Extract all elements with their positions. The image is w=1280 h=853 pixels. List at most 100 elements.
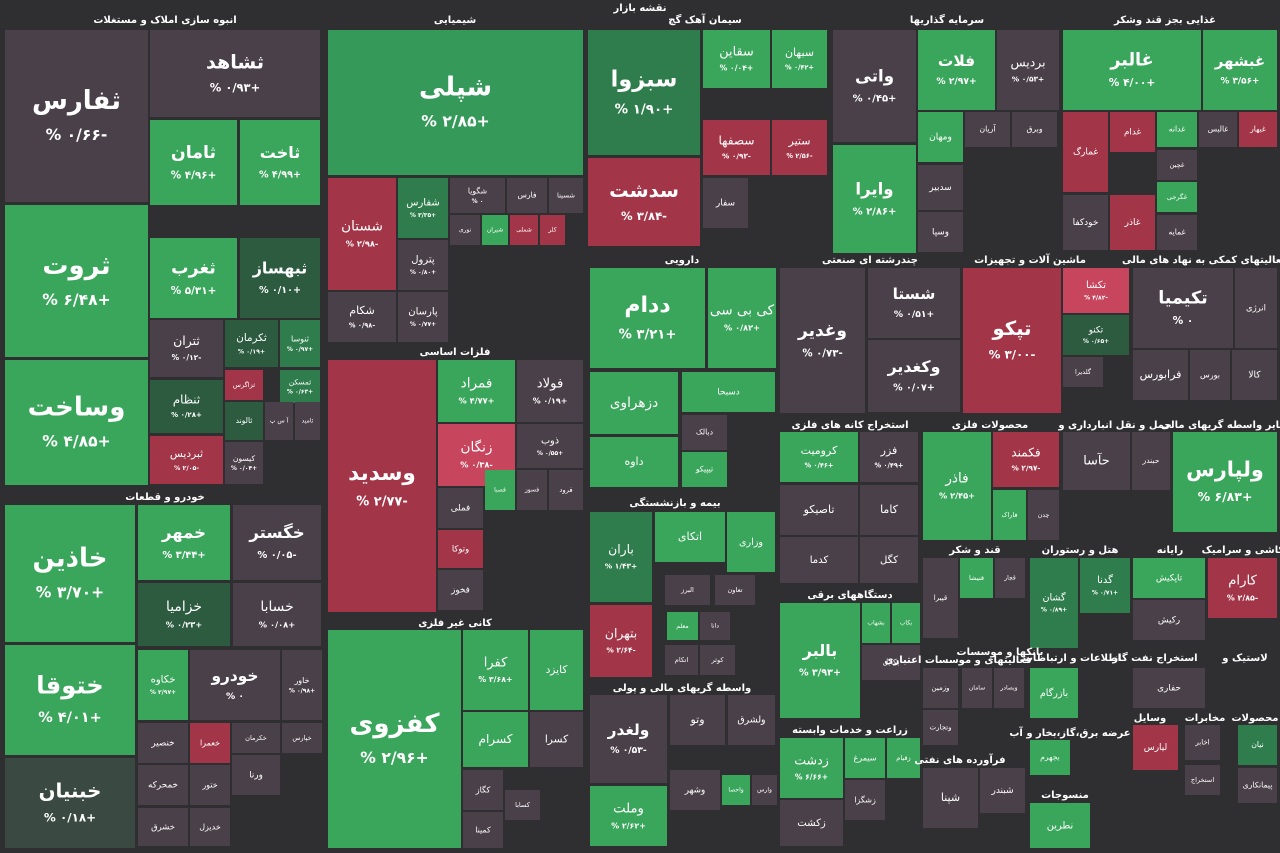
stock-tile[interactable]: کارام -۲/۸۵ % [1208, 558, 1277, 618]
stock-tile[interactable]: خزامیا +۰/۲۳ % [138, 583, 230, 646]
stock-tile[interactable]: فاذر +۲/۴۵ % [923, 432, 991, 540]
stock-tile[interactable]: خکرمان [232, 723, 280, 753]
stock-tile[interactable]: بجهرم [1030, 740, 1070, 775]
stock-tile[interactable]: فکمند -۲/۹۷ % [993, 432, 1059, 487]
stock-tile[interactable]: گلدیرا [1063, 357, 1103, 387]
stock-tile[interactable]: غبشهر +۳/۵۶ % [1203, 30, 1277, 110]
stock-tile[interactable]: ولپارس +۶/۸۳ % [1173, 432, 1277, 532]
stock-tile[interactable]: غدام [1110, 112, 1155, 152]
stock-tile[interactable]: رکیش [1133, 600, 1205, 640]
stock-tile[interactable]: غالبر +۴/۰۰ % [1063, 30, 1201, 110]
stock-tile[interactable]: کلر [540, 215, 565, 245]
stock-tile[interactable]: بورس [1190, 350, 1230, 400]
stock-tile[interactable]: چدن [1028, 490, 1059, 540]
stock-tile[interactable]: نیان [1238, 725, 1277, 765]
stock-tile[interactable]: زشگزا [845, 780, 885, 820]
stock-tile[interactable]: ورنا [232, 755, 280, 795]
stock-tile[interactable]: شسینا [549, 178, 583, 213]
stock-tile[interactable]: شبندر [980, 768, 1025, 813]
stock-tile[interactable]: تیپیکو [682, 452, 727, 487]
stock-tile[interactable]: دانا [700, 612, 730, 640]
stock-tile[interactable]: ثنظام +۰/۲۸ % [150, 380, 223, 433]
stock-tile[interactable]: استخراج [1185, 765, 1220, 795]
stock-tile[interactable]: شملی [510, 215, 538, 245]
stock-tile[interactable]: غگرجی [1157, 182, 1197, 212]
stock-tile[interactable]: سفار [703, 178, 748, 228]
stock-tile[interactable]: تکشا -۴/۸۲ % [1063, 268, 1129, 313]
stock-tile[interactable]: خشرق [138, 808, 188, 846]
stock-tile[interactable]: سیمرغ [845, 738, 885, 778]
stock-tile[interactable]: تکیمیا ۰ % [1133, 268, 1233, 348]
stock-tile[interactable]: خودرو ۰ % [190, 650, 280, 720]
stock-tile[interactable]: داوه [590, 437, 678, 487]
stock-tile[interactable]: بالبر +۳/۹۳ % [780, 603, 860, 718]
stock-tile[interactable]: شیران [482, 215, 508, 245]
stock-tile[interactable]: انرژی [1235, 268, 1277, 348]
stock-tile[interactable]: فمراد +۴/۷۷ % [438, 360, 515, 422]
stock-tile[interactable]: خگستر -۰/۰۵ % [233, 505, 321, 580]
stock-tile[interactable]: ثغرب +۵/۳۱ % [150, 238, 237, 318]
stock-tile[interactable]: ختور [190, 765, 230, 805]
stock-tile[interactable]: بکابل [862, 645, 920, 680]
stock-tile[interactable]: فسوز [517, 470, 547, 510]
stock-tile[interactable]: سدشت -۳/۸۴ % [588, 158, 700, 246]
stock-tile[interactable]: واحصا [722, 775, 750, 805]
stock-tile[interactable]: قچار [995, 558, 1025, 598]
stock-tile[interactable]: ولشرق [728, 695, 775, 745]
stock-tile[interactable]: خعمرا [190, 723, 230, 763]
stock-tile[interactable]: آریان [965, 112, 1010, 147]
stock-tile[interactable]: ثبهساز +۰/۱۰ % [240, 238, 320, 318]
stock-tile[interactable]: پارسان +۰/۷۷ % [398, 292, 448, 342]
stock-tile[interactable]: باران +۱/۴۳ % [590, 512, 652, 602]
stock-tile[interactable]: ذوب +۰/۵۵ % [517, 424, 583, 468]
stock-tile[interactable]: زکشت [780, 800, 843, 846]
stock-tile[interactable]: نوری [450, 215, 480, 245]
stock-tile[interactable]: البرز [665, 575, 710, 605]
stock-tile[interactable]: غمایه [1157, 215, 1197, 250]
stock-tile[interactable]: فرود [549, 470, 583, 510]
stock-tile[interactable]: ثشاهد +۰/۹۳ % [150, 30, 320, 117]
stock-tile[interactable]: گشان +۰/۸۹ % [1030, 558, 1078, 648]
stock-tile[interactable]: ددام +۳/۲۱ % [590, 268, 705, 368]
stock-tile[interactable]: سدبیر [918, 165, 963, 210]
stock-tile[interactable]: فرابورس [1133, 350, 1188, 400]
stock-tile[interactable]: تکنو +۰/۶۵ % [1063, 315, 1129, 355]
stock-tile[interactable]: وتو [670, 695, 725, 745]
stock-tile[interactable]: تاصیکو [780, 485, 858, 535]
stock-tile[interactable]: کیسون +۰/۰۴ % [225, 442, 263, 484]
stock-tile[interactable]: ستیر -۲/۵۶ % [772, 120, 827, 175]
stock-tile[interactable]: تپکو -۳/۰۰ % [963, 268, 1061, 413]
stock-tile[interactable]: کفزوی +۲/۹۶ % [328, 630, 461, 848]
stock-tile[interactable]: خنصیر [138, 723, 188, 763]
stock-tile[interactable]: سبزوا +۱/۹۰ % [588, 30, 700, 155]
stock-tile[interactable]: بردیس +۰/۵۳ % [997, 30, 1059, 110]
stock-tile[interactable]: وزمین [923, 668, 958, 708]
stock-tile[interactable]: خودکفا [1063, 195, 1108, 250]
stock-tile[interactable]: فخوز [438, 570, 483, 610]
stock-tile[interactable]: کاما [860, 485, 918, 535]
stock-tile[interactable]: غبهار [1239, 112, 1277, 147]
stock-tile[interactable]: کوثر [700, 645, 735, 675]
stock-tile[interactable]: کایزد [530, 630, 583, 710]
stock-tile[interactable]: بشهاب [862, 603, 890, 643]
stock-tile[interactable]: ثتران -۰/۱۲ % [150, 320, 223, 377]
stock-tile[interactable]: وایرا +۲/۸۶ % [833, 145, 916, 253]
stock-tile[interactable]: کگل [860, 537, 918, 583]
stock-tile[interactable]: فصبا [485, 470, 515, 510]
stock-tile[interactable]: قنیشا [960, 558, 993, 598]
stock-tile[interactable]: گدنا +۰/۷۱ % [1080, 558, 1130, 613]
stock-tile[interactable]: کرومیت +۰/۴۶ % [780, 432, 858, 482]
stock-tile[interactable]: شستان -۲/۹۸ % [328, 178, 396, 290]
stock-tile[interactable]: خدیزل [190, 808, 230, 846]
stock-tile[interactable]: شپلی +۲/۸۵ % [328, 30, 583, 175]
stock-tile[interactable]: قپیرا [923, 558, 958, 638]
stock-tile[interactable]: وسدید -۲/۷۷ % [328, 360, 436, 612]
stock-tile[interactable]: بازرگام [1030, 668, 1078, 718]
stock-tile[interactable]: وغدیر -۰/۷۳ % [780, 268, 865, 413]
stock-tile[interactable]: وزاری [727, 512, 775, 572]
stock-tile[interactable]: کگاز [463, 770, 503, 810]
stock-tile[interactable]: اتکای [655, 512, 725, 562]
stock-tile[interactable]: ثفارس -۰/۶۶ % [5, 30, 148, 202]
stock-tile[interactable]: بکاب [892, 603, 920, 643]
stock-tile[interactable]: کسابا [505, 790, 540, 820]
